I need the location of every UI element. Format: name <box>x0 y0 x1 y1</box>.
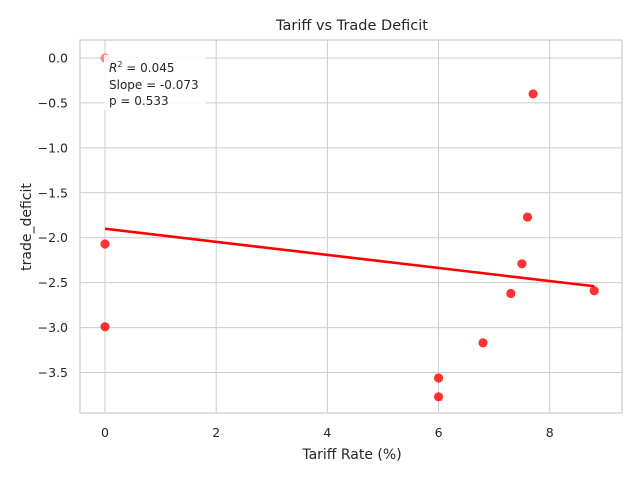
x-tick-label: 6 <box>435 425 443 440</box>
x-tick-label: 8 <box>546 425 554 440</box>
axes-frame <box>79 39 623 414</box>
x-tick-labels: 0 2 4 6 8 <box>101 425 554 440</box>
data-point <box>522 212 533 222</box>
annotation-r2: R2 = 0.045 <box>109 60 174 75</box>
data-point <box>528 89 538 99</box>
y-tick-label: 0.0 <box>48 50 68 65</box>
x-tick-label: 2 <box>212 425 220 440</box>
y-tick-label: −1.0 <box>38 140 68 155</box>
regression-line <box>104 227 595 288</box>
y-tick-label: −0.5 <box>38 95 68 110</box>
annotation-box <box>104 55 206 110</box>
chart-title: Tariff vs Trade Deficit <box>275 18 428 34</box>
x-tick-label: 0 <box>101 425 109 440</box>
y-tick-label: −2.5 <box>38 275 68 290</box>
y-tick-label: −3.0 <box>38 320 68 335</box>
data-point <box>478 338 488 348</box>
regression-line-group <box>104 227 595 288</box>
y-tick-labels: 0.0 −0.5 −1.0 −1.5 −2.0 −2.5 −3.0 −3.5 <box>38 50 68 380</box>
data-point <box>433 392 444 402</box>
data-point <box>433 373 444 383</box>
data-point <box>100 239 110 249</box>
y-tick-label: −3.5 <box>38 365 68 380</box>
y-tick-label: −2.0 <box>38 230 68 245</box>
data-point <box>506 288 516 299</box>
x-axis-label: Tariff Rate (%) <box>301 447 401 463</box>
annotation-p: p = 0.533 <box>109 94 169 108</box>
data-point <box>100 322 110 332</box>
scatter-points <box>100 53 599 402</box>
data-point <box>517 259 527 269</box>
y-tick-label: −1.5 <box>38 185 68 200</box>
annotation-slope: Slope = -0.073 <box>109 78 199 92</box>
x-tick-label: 4 <box>323 425 331 440</box>
y-axis-label: trade_deficit <box>19 183 35 271</box>
data-point <box>589 286 599 296</box>
